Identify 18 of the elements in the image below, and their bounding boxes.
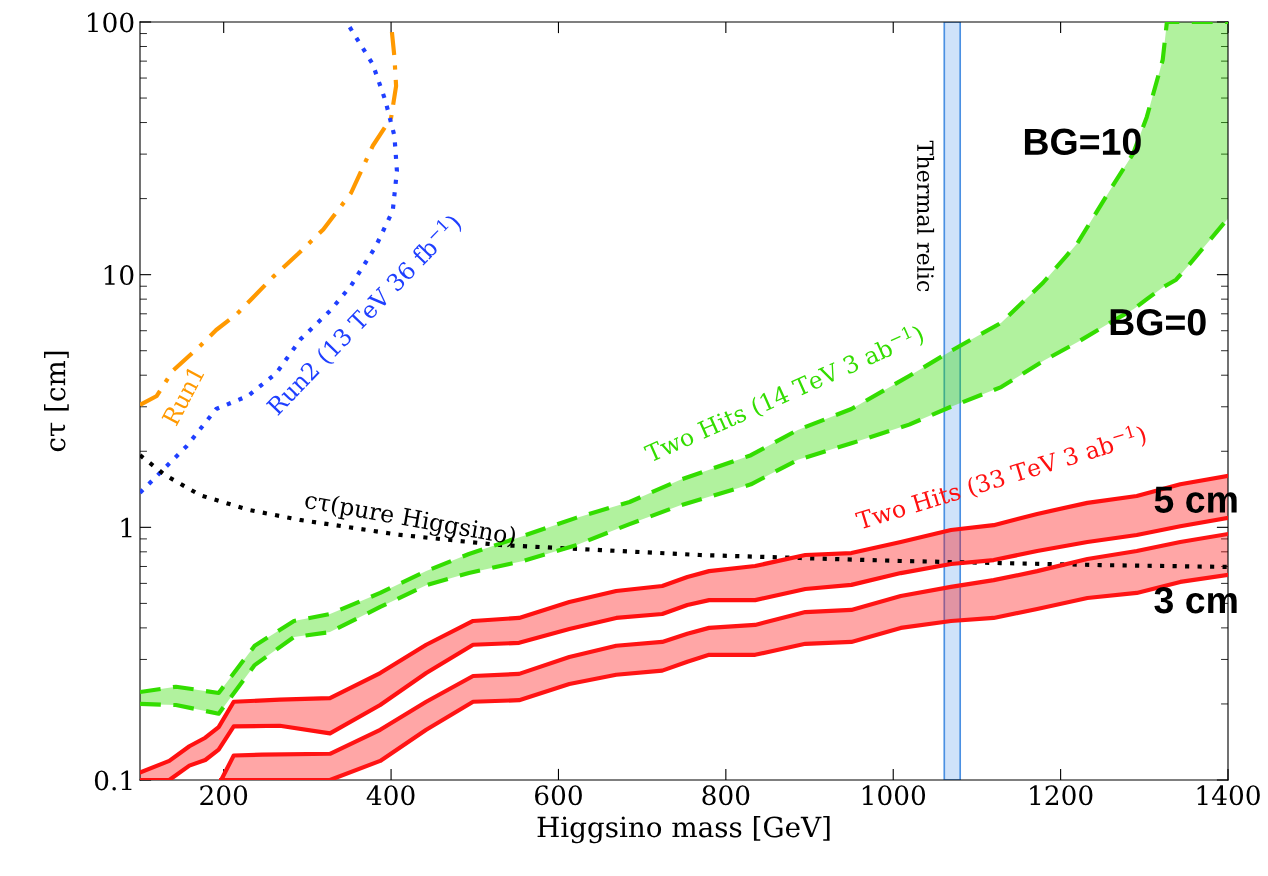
- text: Run2 (13 TeV 36 fb$^{−1}$): [263, 211, 465, 419]
- annotation: BG=10: [1024, 128, 1141, 156]
- x-axis-title: Higgsino mass [GeV]: [537, 815, 830, 844]
- x-tick-label: 1200: [1030, 785, 1093, 806]
- x-tick-label: 200: [200, 785, 248, 806]
- text: cτ(pure Higgsino): [303, 490, 517, 550]
- y-tick-label: 1: [121, 517, 132, 538]
- x-tick-label: 1000: [862, 785, 926, 806]
- x-tick-label: 400: [366, 785, 415, 806]
- y-tick-label: 10: [104, 265, 134, 286]
- band-label: Thermal relic: [916, 140, 935, 292]
- y-tick-label: 0.1: [94, 770, 132, 791]
- x-tick-label: 800: [702, 785, 750, 806]
- annotation: BG=0: [1110, 308, 1206, 336]
- y-axis-title: cτ [cm]: [44, 351, 69, 452]
- x-tick-label: 600: [535, 785, 582, 806]
- x-tick-label: 1400: [1197, 785, 1260, 806]
- y-tick-label: 100: [87, 12, 134, 33]
